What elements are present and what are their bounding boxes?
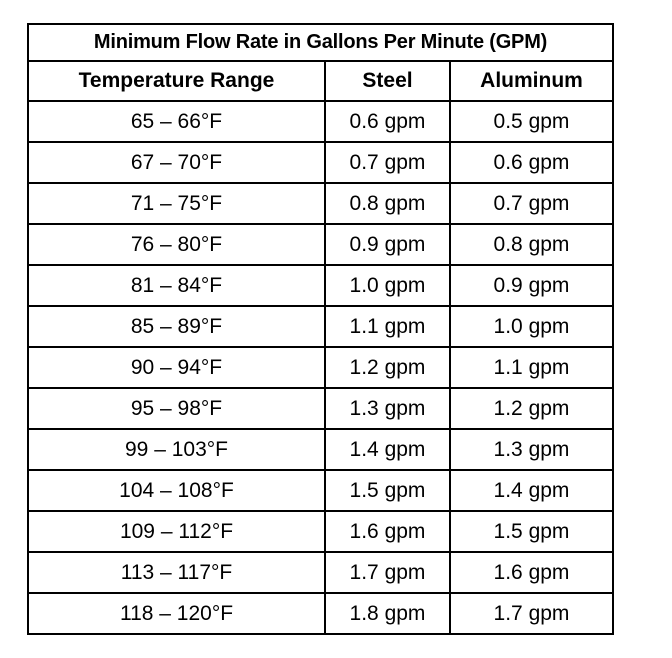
temperature-range-cell: 85 – 89°F xyxy=(27,305,326,348)
table-row: 109 – 112°F 1.6 gpm 1.5 gpm xyxy=(27,510,614,553)
steel-flow-cell: 1.0 gpm xyxy=(324,264,451,307)
table-row: 104 – 108°F 1.5 gpm 1.4 gpm xyxy=(27,469,614,512)
steel-flow-cell: 1.2 gpm xyxy=(324,346,451,389)
column-header-temperature-range: Temperature Range xyxy=(27,60,326,102)
table-row: 85 – 89°F 1.1 gpm 1.0 gpm xyxy=(27,305,614,348)
aluminum-flow-cell: 0.7 gpm xyxy=(449,182,614,225)
aluminum-flow-cell: 1.0 gpm xyxy=(449,305,614,348)
aluminum-flow-cell: 0.8 gpm xyxy=(449,223,614,266)
aluminum-flow-cell: 1.3 gpm xyxy=(449,428,614,471)
temperature-range-cell: 90 – 94°F xyxy=(27,346,326,389)
steel-flow-cell: 0.9 gpm xyxy=(324,223,451,266)
flow-rate-table: Minimum Flow Rate in Gallons Per Minute … xyxy=(27,23,614,635)
aluminum-flow-cell: 0.9 gpm xyxy=(449,264,614,307)
table-row: 90 – 94°F 1.2 gpm 1.1 gpm xyxy=(27,346,614,389)
temperature-range-cell: 95 – 98°F xyxy=(27,387,326,430)
table-row: 76 – 80°F 0.9 gpm 0.8 gpm xyxy=(27,223,614,266)
title-row: Minimum Flow Rate in Gallons Per Minute … xyxy=(27,23,614,62)
aluminum-flow-cell: 1.4 gpm xyxy=(449,469,614,512)
table-row: 113 – 117°F 1.7 gpm 1.6 gpm xyxy=(27,551,614,594)
table-row: 81 – 84°F 1.0 gpm 0.9 gpm xyxy=(27,264,614,307)
column-header-aluminum: Aluminum xyxy=(449,60,614,102)
temperature-range-cell: 65 – 66°F xyxy=(27,100,326,143)
temperature-range-cell: 109 – 112°F xyxy=(27,510,326,553)
steel-flow-cell: 1.6 gpm xyxy=(324,510,451,553)
table-body: 65 – 66°F 0.6 gpm 0.5 gpm 67 – 70°F 0.7 … xyxy=(27,100,614,635)
aluminum-flow-cell: 0.6 gpm xyxy=(449,141,614,184)
table-row: 65 – 66°F 0.6 gpm 0.5 gpm xyxy=(27,100,614,143)
steel-flow-cell: 1.4 gpm xyxy=(324,428,451,471)
temperature-range-cell: 71 – 75°F xyxy=(27,182,326,225)
column-header-steel: Steel xyxy=(324,60,451,102)
table-row: 95 – 98°F 1.3 gpm 1.2 gpm xyxy=(27,387,614,430)
aluminum-flow-cell: 1.2 gpm xyxy=(449,387,614,430)
aluminum-flow-cell: 1.1 gpm xyxy=(449,346,614,389)
temperature-range-cell: 118 – 120°F xyxy=(27,592,326,635)
temperature-range-cell: 67 – 70°F xyxy=(27,141,326,184)
steel-flow-cell: 1.8 gpm xyxy=(324,592,451,635)
temperature-range-cell: 99 – 103°F xyxy=(27,428,326,471)
steel-flow-cell: 1.5 gpm xyxy=(324,469,451,512)
temperature-range-cell: 104 – 108°F xyxy=(27,469,326,512)
header-row: Temperature Range Steel Aluminum xyxy=(27,60,614,102)
table-title: Minimum Flow Rate in Gallons Per Minute … xyxy=(27,23,614,62)
steel-flow-cell: 0.8 gpm xyxy=(324,182,451,225)
aluminum-flow-cell: 0.5 gpm xyxy=(449,100,614,143)
aluminum-flow-cell: 1.6 gpm xyxy=(449,551,614,594)
table-row: 71 – 75°F 0.8 gpm 0.7 gpm xyxy=(27,182,614,225)
table-row: 118 – 120°F 1.8 gpm 1.7 gpm xyxy=(27,592,614,635)
steel-flow-cell: 1.1 gpm xyxy=(324,305,451,348)
steel-flow-cell: 1.7 gpm xyxy=(324,551,451,594)
temperature-range-cell: 76 – 80°F xyxy=(27,223,326,266)
steel-flow-cell: 0.7 gpm xyxy=(324,141,451,184)
steel-flow-cell: 1.3 gpm xyxy=(324,387,451,430)
temperature-range-cell: 113 – 117°F xyxy=(27,551,326,594)
aluminum-flow-cell: 1.5 gpm xyxy=(449,510,614,553)
steel-flow-cell: 0.6 gpm xyxy=(324,100,451,143)
table-row: 67 – 70°F 0.7 gpm 0.6 gpm xyxy=(27,141,614,184)
table-row: 99 – 103°F 1.4 gpm 1.3 gpm xyxy=(27,428,614,471)
aluminum-flow-cell: 1.7 gpm xyxy=(449,592,614,635)
temperature-range-cell: 81 – 84°F xyxy=(27,264,326,307)
